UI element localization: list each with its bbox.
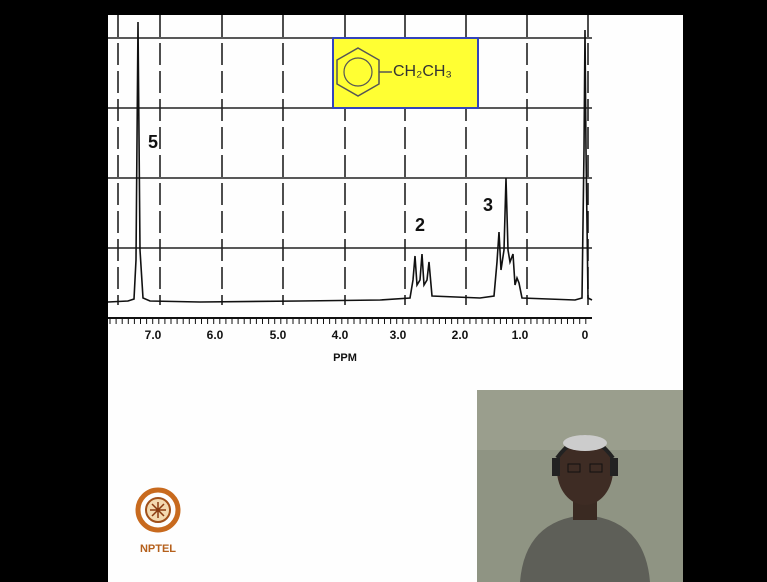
screen: CH₂CH₃ 5 2 3 7.06.05.04.03.02.01.00 PPM …	[0, 0, 767, 582]
x-tick-label: 4.0	[332, 328, 349, 342]
peak-label: 5	[148, 132, 158, 152]
x-tick-label: 7.0	[145, 328, 162, 342]
peak-label: 3	[483, 195, 493, 215]
webcam-inset	[477, 390, 683, 582]
x-tick-label: 6.0	[207, 328, 224, 342]
x-axis-label: PPM	[333, 352, 357, 364]
peak-label: 2	[415, 215, 425, 235]
x-tick-label: 0	[582, 328, 589, 342]
page: CH₂CH₃ 5 2 3 7.06.05.04.03.02.01.00 PPM …	[0, 0, 767, 582]
x-tick-label: 2.0	[452, 328, 469, 342]
substituent-label: CH₂CH₃	[393, 63, 452, 80]
x-tick-label: 1.0	[512, 328, 529, 342]
logo-text: NPTEL	[140, 543, 176, 555]
x-tick-label: 5.0	[270, 328, 287, 342]
x-tick-label: 3.0	[390, 328, 407, 342]
